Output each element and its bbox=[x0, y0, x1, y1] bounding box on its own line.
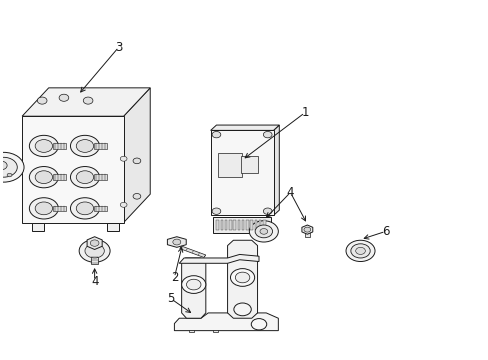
Circle shape bbox=[230, 269, 254, 286]
Bar bbox=[94, 206, 107, 211]
Circle shape bbox=[304, 227, 310, 232]
Bar bbox=[237, 220, 240, 230]
Circle shape bbox=[186, 279, 201, 290]
Bar bbox=[218, 153, 241, 177]
Polygon shape bbox=[227, 240, 257, 318]
Text: 1: 1 bbox=[301, 106, 308, 119]
Text: 6: 6 bbox=[381, 225, 388, 238]
Polygon shape bbox=[32, 222, 44, 231]
Circle shape bbox=[90, 240, 99, 246]
Bar bbox=[213, 217, 270, 233]
Circle shape bbox=[255, 225, 272, 238]
Circle shape bbox=[172, 239, 181, 245]
Circle shape bbox=[251, 319, 266, 330]
Bar bbox=[213, 329, 218, 332]
Bar bbox=[240, 156, 258, 173]
Circle shape bbox=[76, 202, 94, 215]
Polygon shape bbox=[210, 125, 279, 130]
Circle shape bbox=[263, 208, 271, 215]
Circle shape bbox=[235, 272, 249, 283]
Circle shape bbox=[70, 135, 99, 157]
Circle shape bbox=[263, 131, 271, 138]
Circle shape bbox=[29, 167, 58, 188]
Circle shape bbox=[133, 158, 141, 164]
Circle shape bbox=[133, 193, 141, 199]
Circle shape bbox=[346, 240, 374, 261]
Circle shape bbox=[83, 97, 93, 104]
Polygon shape bbox=[106, 222, 119, 231]
Polygon shape bbox=[174, 313, 278, 330]
Bar bbox=[53, 174, 66, 180]
Bar bbox=[305, 230, 309, 238]
Polygon shape bbox=[180, 246, 205, 257]
Circle shape bbox=[7, 173, 12, 177]
Circle shape bbox=[120, 156, 127, 161]
Polygon shape bbox=[22, 88, 150, 116]
Polygon shape bbox=[167, 237, 186, 247]
Bar bbox=[94, 174, 107, 180]
Circle shape bbox=[355, 247, 365, 255]
Text: 4: 4 bbox=[286, 186, 294, 199]
Bar bbox=[91, 257, 98, 264]
Circle shape bbox=[29, 198, 58, 219]
Circle shape bbox=[37, 97, 47, 104]
Circle shape bbox=[260, 229, 267, 234]
Circle shape bbox=[0, 152, 24, 182]
Bar bbox=[233, 220, 235, 230]
Circle shape bbox=[0, 174, 1, 178]
Circle shape bbox=[29, 135, 58, 157]
Circle shape bbox=[233, 303, 251, 316]
Polygon shape bbox=[301, 225, 312, 234]
Bar bbox=[245, 220, 248, 230]
Polygon shape bbox=[179, 255, 259, 263]
Circle shape bbox=[76, 171, 94, 184]
Bar bbox=[94, 143, 107, 149]
Bar bbox=[263, 220, 265, 230]
Polygon shape bbox=[181, 258, 205, 318]
Polygon shape bbox=[22, 116, 123, 222]
Circle shape bbox=[59, 94, 69, 101]
Bar bbox=[53, 206, 66, 211]
Text: 5: 5 bbox=[167, 292, 174, 305]
Circle shape bbox=[35, 202, 53, 215]
Circle shape bbox=[76, 140, 94, 152]
Circle shape bbox=[212, 131, 221, 138]
Bar bbox=[258, 220, 261, 230]
Circle shape bbox=[0, 157, 17, 177]
Bar bbox=[216, 220, 219, 230]
Bar bbox=[254, 220, 257, 230]
Circle shape bbox=[350, 244, 369, 258]
Polygon shape bbox=[273, 125, 279, 215]
Circle shape bbox=[85, 244, 104, 258]
Text: 2: 2 bbox=[170, 271, 178, 284]
Circle shape bbox=[181, 276, 205, 293]
Circle shape bbox=[249, 221, 278, 242]
Circle shape bbox=[70, 167, 99, 188]
Bar bbox=[210, 130, 273, 215]
Circle shape bbox=[79, 239, 110, 262]
Bar bbox=[220, 220, 223, 230]
Circle shape bbox=[70, 198, 99, 219]
Bar bbox=[188, 329, 193, 332]
Bar bbox=[53, 143, 66, 149]
Bar bbox=[229, 220, 231, 230]
Polygon shape bbox=[123, 88, 150, 222]
Circle shape bbox=[35, 140, 53, 152]
Circle shape bbox=[120, 202, 127, 207]
Text: 4: 4 bbox=[91, 275, 98, 288]
Circle shape bbox=[35, 171, 53, 184]
Circle shape bbox=[212, 208, 221, 215]
Bar bbox=[224, 220, 227, 230]
Bar bbox=[250, 220, 252, 230]
Text: 3: 3 bbox=[115, 41, 122, 54]
Polygon shape bbox=[87, 237, 102, 249]
Bar bbox=[242, 220, 244, 230]
Circle shape bbox=[0, 161, 7, 170]
